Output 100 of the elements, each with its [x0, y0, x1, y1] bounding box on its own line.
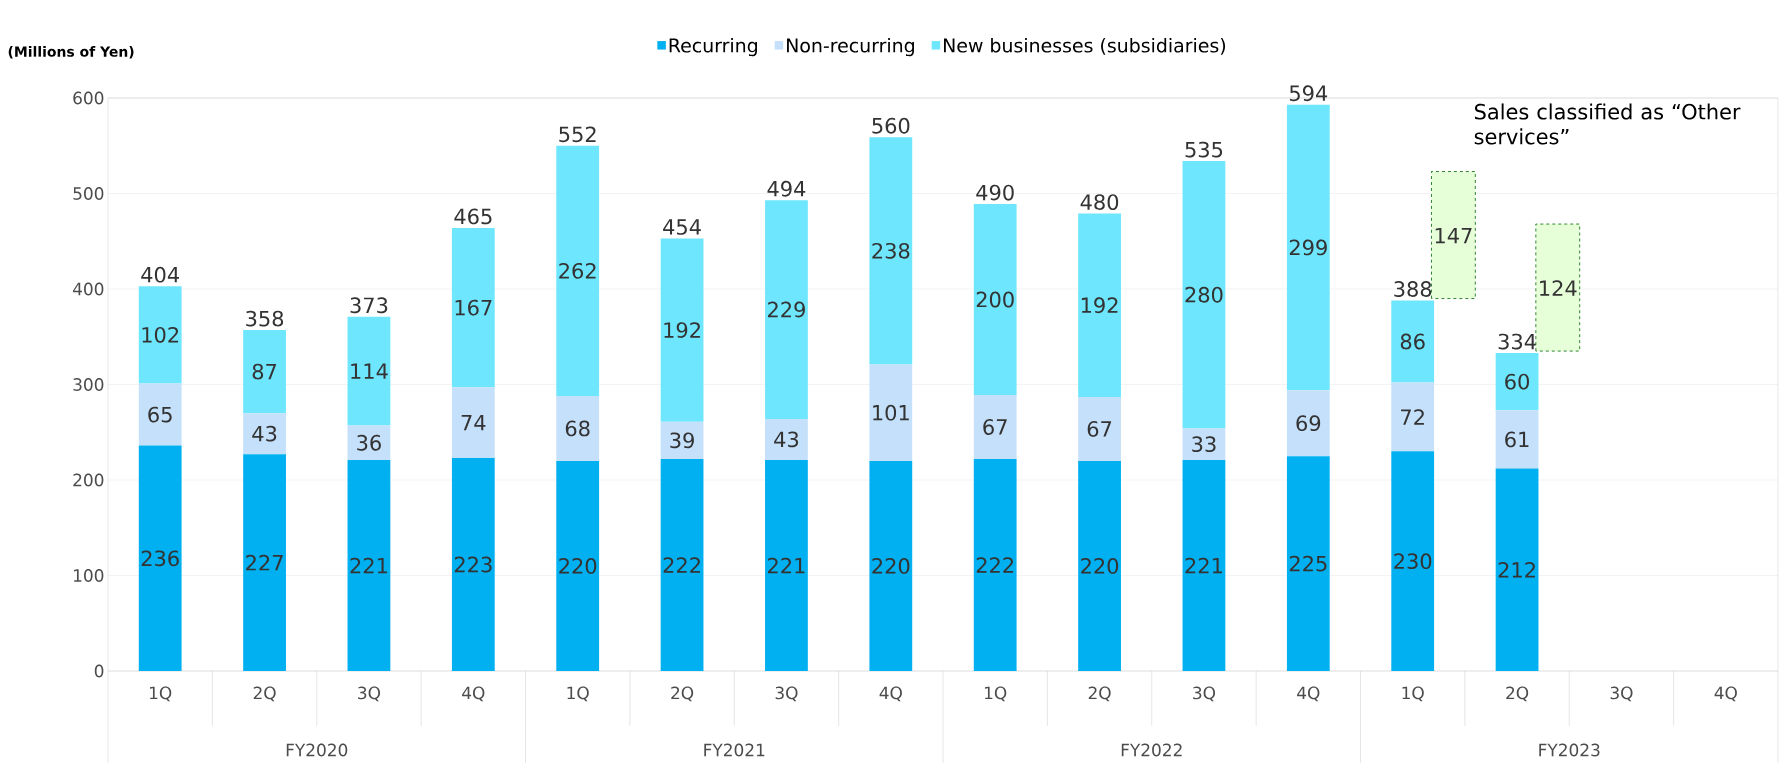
- data-label: 222: [663, 557, 700, 573]
- bar: [243, 454, 286, 671]
- bar: [1495, 352, 1539, 411]
- total-label: 404: [141, 266, 179, 283]
- total-label: 465: [454, 208, 492, 225]
- bar: [973, 395, 1017, 459]
- bar: [1286, 390, 1330, 457]
- x-tick-label: 3Q: [1193, 686, 1216, 702]
- data-label: 220: [559, 558, 597, 574]
- y-tick-label: 0: [94, 664, 104, 678]
- total-label: 480: [1080, 194, 1119, 211]
- bar: [347, 316, 391, 426]
- data-label: 212: [1498, 562, 1535, 578]
- y-tick-label: 200: [73, 473, 104, 487]
- data-label: 280: [1185, 286, 1223, 303]
- annotation: 124: [1540, 280, 1577, 296]
- data-label: 262: [559, 262, 596, 279]
- data-label: 192: [664, 322, 700, 338]
- total-label: 490: [976, 184, 1014, 201]
- data-label: 67: [983, 419, 1007, 435]
- x-tick-label: 3Q: [775, 686, 798, 702]
- bar: [1286, 456, 1330, 671]
- bar: [1495, 468, 1539, 671]
- y-tick-label: 600: [73, 91, 104, 105]
- data-label: 69: [1296, 415, 1321, 432]
- bar: [451, 227, 495, 388]
- total-label: 358: [246, 310, 284, 327]
- bar: [347, 459, 391, 671]
- data-label: 221: [1185, 557, 1222, 574]
- data-label: 221: [350, 557, 387, 574]
- x-tick-label: 3Q: [1610, 686, 1633, 702]
- bar: [660, 458, 704, 671]
- legend-label: Recurring: [669, 37, 757, 57]
- total-label: 535: [1185, 141, 1223, 158]
- data-label: 114: [351, 363, 388, 379]
- x-tick-label: 1Q: [567, 686, 589, 702]
- bar: [869, 137, 913, 365]
- bar: [138, 286, 182, 384]
- bar: [660, 238, 704, 422]
- data-label: 200: [976, 291, 1014, 308]
- total-label: 334: [1498, 333, 1536, 350]
- data-label: 230: [1394, 553, 1432, 570]
- data-label: 238: [872, 242, 910, 259]
- bar: [1391, 382, 1435, 452]
- data-label: 299: [1289, 239, 1327, 256]
- data-label: 87: [252, 363, 277, 380]
- bar: [1391, 300, 1435, 383]
- text: FY2023: [1539, 743, 1600, 757]
- bar: [243, 413, 286, 455]
- text: FY2021: [704, 743, 765, 757]
- x-tick-label: 2Q: [253, 686, 276, 702]
- text: FY2020: [286, 743, 348, 757]
- bar: [1078, 460, 1121, 671]
- bar: [1182, 428, 1226, 460]
- x-tick-label: 1Q: [1402, 686, 1424, 702]
- legend-label: New businesses (subsidiaries): [944, 37, 1226, 55]
- total-label: 560: [872, 117, 910, 134]
- total-label: 388: [1394, 281, 1432, 297]
- bar: [138, 383, 182, 446]
- bar: [765, 459, 808, 671]
- bar: [1078, 396, 1121, 461]
- data-label: 60: [1505, 373, 1529, 390]
- bar: [765, 418, 808, 460]
- data-label: 86: [1400, 333, 1425, 350]
- bar: [243, 330, 286, 414]
- data-label: 220: [872, 558, 910, 574]
- data-label: 68: [565, 420, 590, 437]
- data-label: 43: [252, 425, 277, 442]
- data-label: 72: [1401, 409, 1424, 425]
- bar: [556, 145, 600, 396]
- data-label: 43: [774, 431, 799, 448]
- x-tick-label: 2Q: [671, 686, 694, 702]
- bar: [1182, 161, 1226, 429]
- data-label: 192: [1081, 297, 1118, 314]
- data-label: 101: [873, 404, 909, 421]
- data-label: 36: [357, 434, 381, 451]
- x-tick-label: 2Q: [1088, 686, 1111, 702]
- total-label: 454: [663, 219, 701, 235]
- x-tick-label: 1Q: [985, 686, 1007, 702]
- data-label: 222: [976, 557, 1014, 573]
- bar: [1286, 104, 1330, 391]
- total-label: 594: [1289, 85, 1328, 102]
- data-label: 65: [148, 406, 172, 423]
- annotation: 147: [1435, 227, 1472, 244]
- data-label: 102: [142, 326, 179, 343]
- data-label: 61: [1505, 431, 1529, 448]
- x-tick-label: 1Q: [149, 686, 172, 702]
- x-tick-label: 3Q: [358, 686, 381, 702]
- bar: [556, 395, 600, 461]
- bar: [556, 460, 600, 671]
- y-tick-label: 300: [73, 378, 104, 391]
- bar: [138, 445, 182, 671]
- text: FY2022: [1121, 743, 1182, 757]
- bar: [973, 458, 1017, 671]
- data-label: 223: [454, 556, 492, 573]
- y-tick-label: 500: [73, 187, 104, 200]
- x-tick-label: 4Q: [879, 686, 902, 702]
- y-tick-label: 100: [74, 569, 104, 582]
- bar: [869, 364, 913, 461]
- x-tick-label: 4Q: [462, 686, 485, 702]
